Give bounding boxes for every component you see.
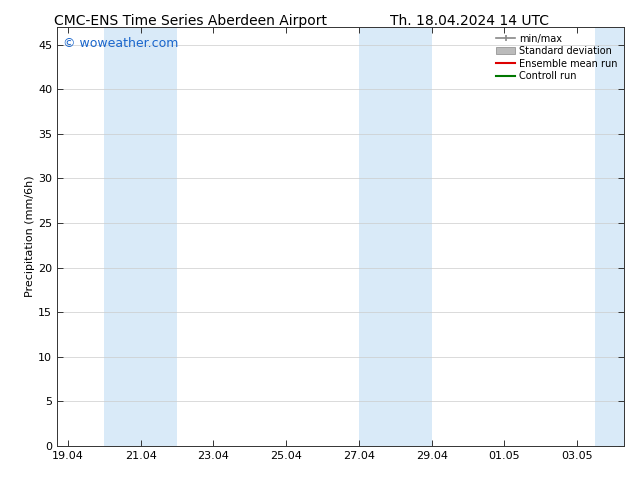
Bar (359, 27, 432, 446)
Text: © woweather.com: © woweather.com (63, 37, 178, 50)
Text: CMC-ENS Time Series Aberdeen Airport: CMC-ENS Time Series Aberdeen Airport (54, 14, 327, 28)
Y-axis label: Precipitation (mm/6h): Precipitation (mm/6h) (25, 175, 36, 297)
Text: Th. 18.04.2024 14 UTC: Th. 18.04.2024 14 UTC (390, 14, 548, 28)
Legend: min/max, Standard deviation, Ensemble mean run, Controll run: min/max, Standard deviation, Ensemble me… (494, 32, 619, 83)
Bar (595, 27, 624, 446)
Bar (105, 27, 177, 446)
